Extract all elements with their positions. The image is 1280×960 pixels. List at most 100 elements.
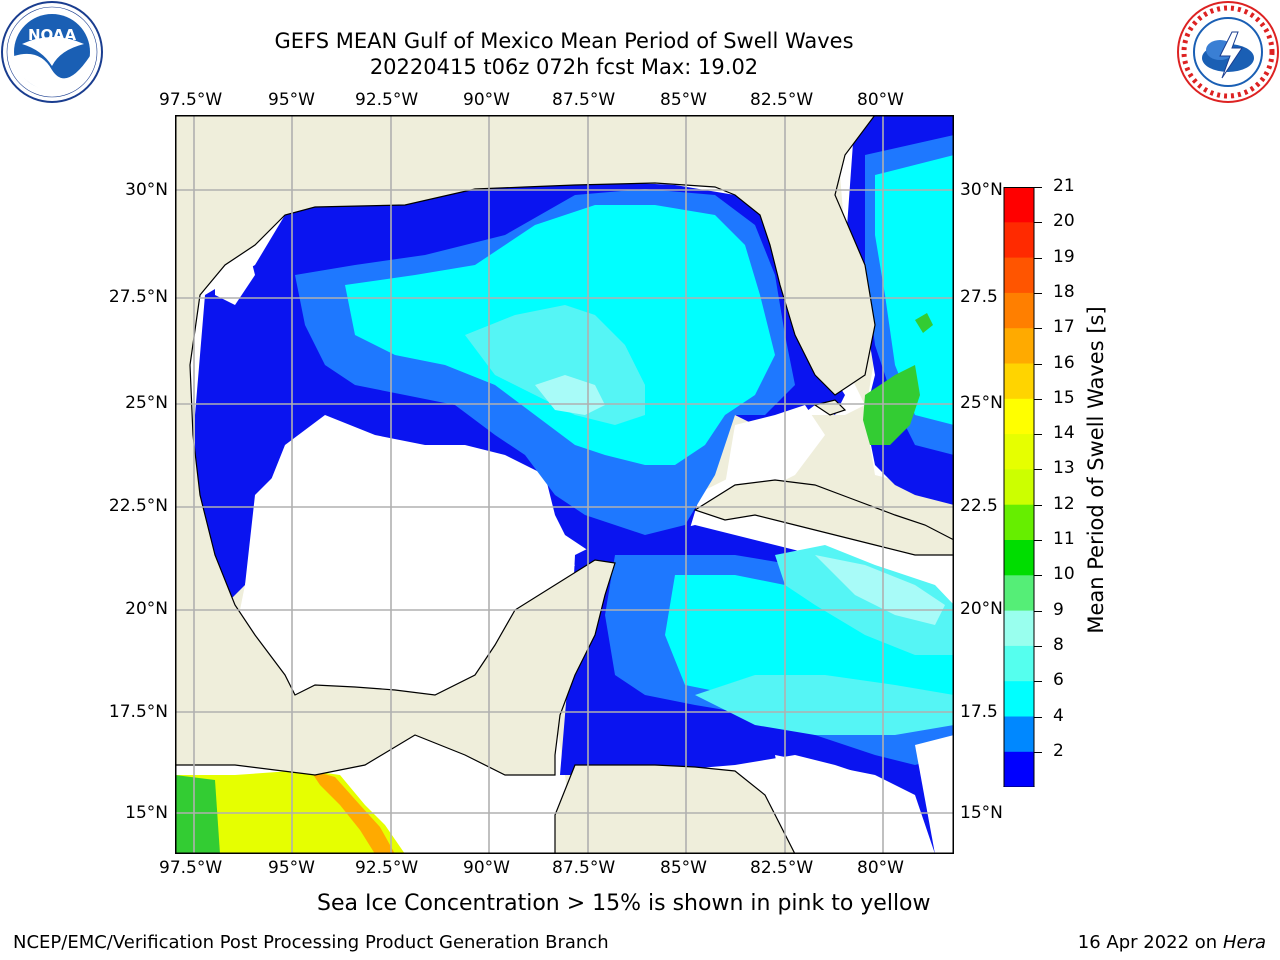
lon-label-top: 97.5°W (159, 90, 223, 110)
lat-label-right: 15°N (960, 803, 1003, 823)
colorbar-segment (1004, 575, 1034, 612)
colorbar-segment (1004, 751, 1034, 788)
colorbar-tick-label: 18 (1053, 281, 1075, 302)
colorbar-tick-label: 12 (1053, 493, 1075, 514)
colorbar-segment (1004, 540, 1034, 576)
colorbar-segment (1004, 257, 1034, 294)
colorbar-tick-label: 6 (1053, 670, 1064, 691)
noaa-logo-text: NOAA (28, 26, 77, 44)
lon-label-top: 87.5°W (552, 90, 616, 110)
colorbar-tick-label: 21 (1053, 176, 1075, 196)
lat-label-left: 30°N (125, 180, 168, 200)
colorbar-tick-mark (1034, 716, 1042, 718)
footer-date: 16 Apr 2022 on Hera (1078, 932, 1266, 953)
colorbar-tick-mark (1034, 751, 1042, 753)
colorbar-tick-label: 20 (1053, 211, 1075, 232)
sea-ice-caption: Sea Ice Concentration > 15% is shown in … (317, 891, 931, 916)
lon-label-bottom: 80°W (857, 858, 904, 878)
lat-label-right: 20°N (960, 599, 1003, 619)
swell-10-12-bahamas-north (915, 313, 933, 333)
lat-label-left: 17.5°N (108, 702, 168, 722)
map-frame (175, 115, 954, 854)
lon-label-bottom: 95°W (268, 858, 315, 878)
map-panel (175, 115, 954, 854)
nodata-yucatan-shelf (245, 455, 575, 705)
colorbar-tick-label: 10 (1053, 564, 1075, 585)
colorbar-segment (1004, 398, 1034, 435)
colorbar-tick-mark (1034, 398, 1042, 400)
lon-label-top: 90°W (463, 90, 510, 110)
title-line-1: GEFS MEAN Gulf of Mexico Mean Period of … (274, 29, 854, 53)
colorbar-tick-mark (1034, 575, 1042, 577)
lon-label-bottom: 82.5°W (750, 858, 814, 878)
colorbar-label-text: Mean Period of Swell Waves [s] (1084, 306, 1108, 634)
colorbar-segment (1004, 716, 1034, 753)
lon-label-top: 85°W (660, 90, 707, 110)
colorbar-tick-label: 9 (1053, 599, 1064, 620)
nodata-caribbean-south (775, 755, 935, 854)
lat-label-left: 25°N (125, 393, 168, 413)
lon-label-top: 80°W (857, 90, 904, 110)
colorbar-tick-label: 4 (1053, 705, 1064, 726)
colorbar-tick-label: 19 (1053, 246, 1075, 267)
lat-label-right: 17.5 (960, 702, 998, 722)
lon-label-bottom: 97.5°W (159, 858, 223, 878)
colorbar-tick-label: 2 (1053, 740, 1064, 761)
swell-pacific-green (175, 775, 220, 854)
nodata-caribbean-southeast (915, 735, 954, 854)
colorbar-tick-mark (1034, 257, 1042, 259)
lon-label-top: 82.5°W (750, 90, 814, 110)
lon-label-bottom: 87.5°W (552, 858, 616, 878)
lon-label-top: 95°W (268, 90, 315, 110)
nodata-florida-shelf (725, 405, 825, 495)
colorbar-segment (1004, 645, 1034, 682)
swell-6-8-atlantic (875, 155, 954, 425)
lon-label-bottom: 85°W (660, 858, 707, 878)
lat-label-left: 27.5°N (108, 287, 168, 307)
map-title: GEFS MEAN Gulf of Mexico Mean Period of … (0, 28, 1128, 80)
colorbar-tick-mark (1034, 681, 1042, 683)
footer-date-text: 16 Apr 2022 on (1077, 932, 1223, 953)
colorbar-segment (1004, 292, 1034, 329)
lat-label-left: 20°N (125, 599, 168, 619)
map-svg (175, 115, 954, 854)
land-north-america (175, 115, 954, 776)
colorbar-tick-label: 17 (1053, 317, 1075, 338)
colorbar-tick-label: 8 (1053, 634, 1064, 655)
lat-label-right: 25°N (960, 393, 1003, 413)
colorbar-tick-label: 15 (1053, 387, 1075, 408)
colorbar-segment (1004, 681, 1034, 717)
swell-8-9-caribbean (775, 545, 954, 655)
colorbar-segment (1004, 187, 1034, 223)
land-central-america (554, 764, 796, 854)
swell-9-10-caribbean (815, 555, 945, 625)
colorbar-tick-mark (1034, 469, 1042, 471)
colorbar-segment (1004, 328, 1034, 364)
colorbar-tick-label: 14 (1053, 423, 1075, 444)
noaa-logo: NOAA (0, 0, 104, 104)
swell-8-9-caribbean-east (695, 675, 954, 735)
colorbar-tick-label: 16 (1053, 352, 1075, 373)
lat-label-left: 22.5°N (108, 496, 168, 516)
colorbar-segment (1004, 504, 1034, 541)
colorbar-tick-mark (1034, 434, 1042, 436)
colorbar-tick-mark (1034, 222, 1042, 224)
colorbar-tick-mark (1034, 328, 1042, 330)
lon-label-top: 92.5°W (355, 90, 419, 110)
colorbar-tick-mark (1034, 363, 1042, 365)
colorbar (1000, 187, 1040, 815)
colorbar-tick-label: 13 (1053, 458, 1075, 479)
graticule (175, 115, 954, 854)
swell-pacific-orange (310, 770, 395, 854)
colorbar-svg (1003, 187, 1035, 815)
footer-machine: Hera (1222, 932, 1266, 953)
colorbar-tick-mark (1034, 610, 1042, 612)
colorbar-tick-mark (1034, 540, 1042, 541)
colorbar-segment (1004, 222, 1034, 259)
lat-label-right: 30°N (960, 180, 1003, 200)
title-line-2: 20220415 t06z 072h fcst Max: 19.02 (369, 55, 759, 79)
colorbar-tick-label: 11 (1053, 529, 1075, 549)
lon-label-bottom: 92.5°W (355, 858, 419, 878)
lat-label-left: 15°N (125, 803, 168, 823)
colorbar-tick-mark (1034, 187, 1042, 188)
